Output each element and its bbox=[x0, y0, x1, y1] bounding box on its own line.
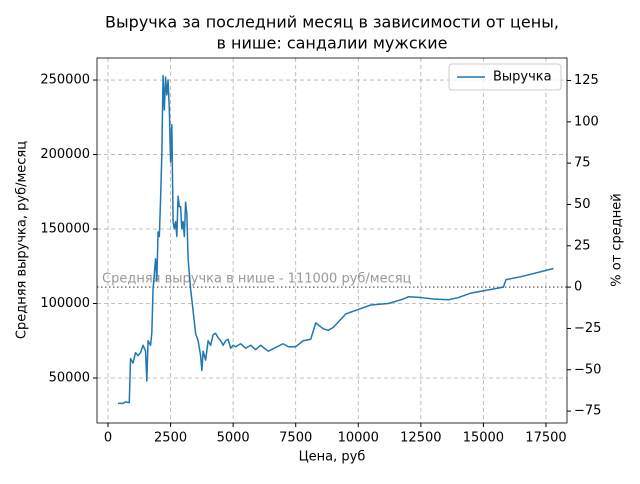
y-tick-label: 50000 bbox=[49, 371, 90, 386]
y-tick-label: 100000 bbox=[40, 296, 90, 311]
y2-tick-label: 100 bbox=[574, 114, 599, 129]
y2-tick-label: −50 bbox=[574, 362, 601, 377]
x-tick-label: 5000 bbox=[217, 431, 250, 446]
x-tick-label: 15000 bbox=[463, 431, 504, 446]
y-tick-label: 250000 bbox=[40, 73, 90, 88]
x-tick-label: 7500 bbox=[279, 431, 312, 446]
y2-tick-label: 75 bbox=[574, 156, 591, 171]
annotation: Средняя выручка в нише - 111000 руб/меся… bbox=[102, 272, 412, 287]
y-tick-label: 150000 bbox=[40, 222, 90, 237]
y-axis-label: Средняя выручка, руб/месяц bbox=[15, 141, 30, 339]
chart-title: Выручка за последний месяц в зависимости… bbox=[105, 13, 559, 32]
x-tick-label: 17500 bbox=[525, 431, 566, 446]
plot-frame bbox=[96, 57, 568, 424]
y2-tick-label: 125 bbox=[574, 73, 599, 88]
x-tick-label: 10000 bbox=[338, 431, 379, 446]
x-tick-label: 0 bbox=[104, 431, 112, 446]
y2-tick-label: 50 bbox=[574, 197, 591, 212]
legend-label: Выручка bbox=[493, 70, 552, 85]
x-axis-label: Цена, руб bbox=[299, 450, 366, 465]
y2-tick-label: 25 bbox=[574, 238, 591, 253]
y2-axis-label: % от средней bbox=[610, 193, 625, 286]
y2-tick-label: −25 bbox=[574, 321, 601, 336]
y2-tick-label: −75 bbox=[574, 404, 601, 419]
data-line bbox=[118, 74, 554, 405]
x-tick-label: 2500 bbox=[154, 431, 187, 446]
y-tick-label: 200000 bbox=[40, 147, 90, 162]
x-tick-label: 12500 bbox=[400, 431, 441, 446]
chart-title: в нише: сандалии мужские bbox=[216, 34, 447, 53]
legend-box bbox=[448, 63, 562, 91]
y2-tick-label: 0 bbox=[574, 280, 582, 295]
